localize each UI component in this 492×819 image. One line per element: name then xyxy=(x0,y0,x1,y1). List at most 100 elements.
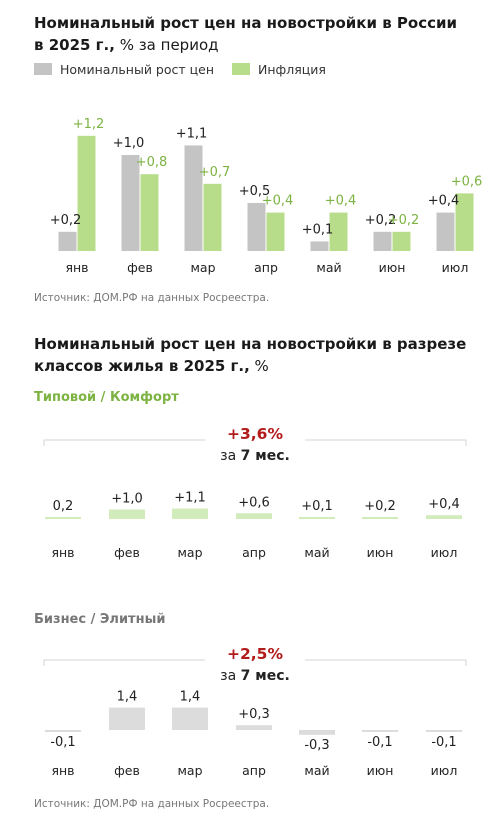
total-bg xyxy=(205,648,305,693)
xtick-1: фев xyxy=(114,763,140,778)
value-label-0: 0,2 xyxy=(53,499,74,514)
bar-price-0 xyxy=(58,231,77,251)
legend-label-inflation: Инфляция xyxy=(258,62,326,77)
legend-swatch-price xyxy=(34,63,52,75)
xtick-4: май xyxy=(304,763,329,778)
bar-2 xyxy=(172,508,208,519)
chart2-title: Номинальный рост цен на новостройки в ра… xyxy=(34,333,474,377)
total-period-line: за 7 мес. xyxy=(220,668,290,684)
value-label-6: +0,4 xyxy=(428,497,460,512)
value-label-2: +1,1 xyxy=(174,491,206,506)
bar-1 xyxy=(109,707,145,730)
total-prefix: за xyxy=(220,448,240,464)
panel-comfort-plot: +3,6% за 7 мес. 0,2 янв +1,0 фев +1,1 мар +0,6 ап… xyxy=(43,425,467,560)
bar-price-5 xyxy=(373,231,392,251)
xtick-2: мар xyxy=(177,763,202,778)
bar-4 xyxy=(299,517,335,519)
chart1-title-main: Номинальный рост цен на новостройки в Ро… xyxy=(34,14,458,54)
bar-6 xyxy=(426,730,462,732)
legend-item-price: Номинальный рост цен xyxy=(34,62,214,77)
chart2-title-main: Номинальный рост цен на новостройки в ра… xyxy=(34,335,467,375)
bar-inflation-2 xyxy=(203,183,222,251)
bar-5 xyxy=(362,517,398,519)
value-label-5: +0,2 xyxy=(364,499,396,514)
panel-comfort-subtitle: Типовой / Комфорт xyxy=(34,390,179,405)
value-label-4: -0,3 xyxy=(304,738,329,753)
xtick-0: янв xyxy=(51,763,74,778)
total-value: +2,5% xyxy=(227,645,283,663)
label-price-6: +0,4 xyxy=(428,194,460,209)
label-price-5: +0,2 xyxy=(365,213,397,228)
legend-item-inflation: Инфляция xyxy=(232,62,326,77)
value-label-1: +1,0 xyxy=(111,492,143,507)
xtick-6: июл xyxy=(431,763,458,778)
chart1-plot: +0,2+1,2янв+1,0+0,8фев+1,1+0,7мар+0,5+0,… xyxy=(50,117,483,275)
bar-3 xyxy=(236,725,272,730)
total-period-line: за 7 мес. xyxy=(220,448,290,464)
panel-business-subtitle: Бизнес / Элитный xyxy=(34,612,166,627)
xtick-0: янв xyxy=(65,260,88,275)
label-price-1: +1,0 xyxy=(113,136,145,151)
chart1-title-unit: % за период xyxy=(114,36,219,54)
bar-5 xyxy=(362,730,398,732)
xtick-5: июн xyxy=(367,545,394,560)
label-price-0: +0,2 xyxy=(50,213,82,228)
panel-business-plot: +2,5% за 7 мес. -0,1 янв 1,4 фев 1,4 мар +0,3 апр… xyxy=(43,645,467,778)
xtick-3: апр xyxy=(242,763,266,778)
xtick-6: июл xyxy=(442,260,469,275)
chart2-source: Источник: ДОМ.РФ на данных Росреестра. xyxy=(34,798,270,810)
bar-inflation-5 xyxy=(392,231,411,251)
label-inflation-2: +0,7 xyxy=(199,165,231,180)
bar-price-6 xyxy=(436,212,455,251)
label-inflation-4: +0,4 xyxy=(325,194,357,209)
bar-inflation-1 xyxy=(140,174,159,251)
legend-swatch-inflation xyxy=(232,63,250,75)
bar-inflation-3 xyxy=(266,212,285,251)
bar-0 xyxy=(45,730,81,732)
chart1-source: Источник: ДОМ.РФ на данных Росреестра. xyxy=(34,292,270,304)
xtick-4: май xyxy=(316,260,341,275)
total-bg xyxy=(205,428,305,473)
xtick-4: май xyxy=(304,545,329,560)
total-period: 7 мес. xyxy=(241,448,290,464)
label-inflation-1: +0,8 xyxy=(136,155,168,170)
bar-inflation-6 xyxy=(455,193,474,251)
bar-3 xyxy=(236,513,272,519)
total-period: 7 мес. xyxy=(241,668,290,684)
label-price-2: +1,1 xyxy=(176,126,208,141)
xtick-2: мар xyxy=(177,545,202,560)
chart1-legend: Номинальный рост цен Инфляция xyxy=(34,61,340,77)
bar-6 xyxy=(426,515,462,519)
label-inflation-6: +0,6 xyxy=(451,174,483,189)
xtick-3: апр xyxy=(242,545,266,560)
label-price-4: +0,1 xyxy=(302,222,334,237)
legend-label-price: Номинальный рост цен xyxy=(60,62,215,77)
value-label-1: 1,4 xyxy=(117,690,138,705)
chart1-title: Номинальный рост цен на новостройки в Ро… xyxy=(34,12,464,56)
bar-4 xyxy=(299,730,335,735)
bar-price-3 xyxy=(247,203,266,251)
xtick-0: янв xyxy=(51,545,74,560)
bar-2 xyxy=(172,707,208,730)
label-inflation-3: +0,4 xyxy=(262,194,294,209)
xtick-1: фев xyxy=(127,260,153,275)
xtick-6: июл xyxy=(431,545,458,560)
value-label-6: -0,1 xyxy=(431,735,456,750)
label-inflation-5: +0,2 xyxy=(388,213,420,228)
xtick-3: апр xyxy=(254,260,278,275)
bar-price-2 xyxy=(184,145,203,251)
value-label-2: 1,4 xyxy=(180,690,201,705)
bar-1 xyxy=(109,509,145,519)
value-label-0: -0,1 xyxy=(50,735,75,750)
xtick-1: фев xyxy=(114,545,140,560)
bar-price-4 xyxy=(310,241,329,251)
value-label-3: +0,3 xyxy=(238,707,270,722)
bar-0 xyxy=(45,517,81,519)
bar-inflation-4 xyxy=(329,212,348,251)
xtick-5: июн xyxy=(379,260,406,275)
value-label-5: -0,1 xyxy=(367,735,392,750)
xtick-5: июн xyxy=(367,763,394,778)
label-inflation-0: +1,2 xyxy=(73,117,105,132)
value-label-4: +0,1 xyxy=(301,499,333,514)
bar-price-1 xyxy=(121,155,140,251)
